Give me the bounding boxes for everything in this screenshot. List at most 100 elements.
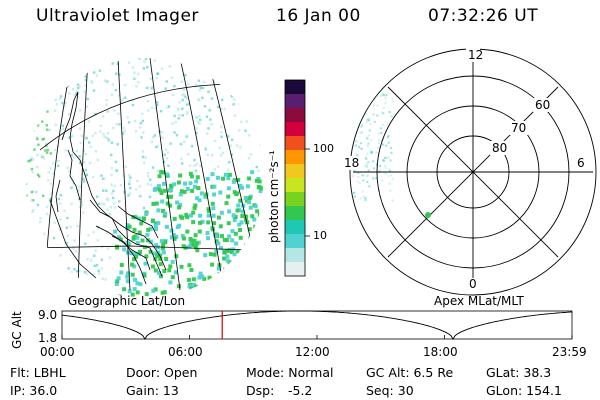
aurora-pixel	[180, 215, 185, 220]
aurora-pixel	[141, 119, 144, 123]
aurora-pixel	[131, 103, 135, 107]
polar-aurora-pixel	[368, 117, 371, 120]
polar-aurora-pixel	[356, 115, 359, 118]
aurora-pixel	[113, 229, 118, 234]
aurora-pixel	[234, 192, 239, 197]
aurora-pixel	[81, 282, 84, 286]
aurora-pixel	[213, 168, 216, 171]
aurora-pixel	[174, 254, 179, 259]
aurora-pixel	[142, 131, 145, 134]
aurora-pixel	[236, 177, 241, 182]
aurora-pixel	[255, 58, 258, 59]
aurora-pixel	[112, 202, 116, 205]
polar-aurora-pixel	[381, 179, 384, 182]
aurora-pixel	[113, 60, 116, 64]
aurora-pixel	[36, 124, 40, 127]
aurora-pixel	[162, 290, 167, 295]
aurora-pixel	[170, 259, 175, 264]
aurora-pixel	[156, 184, 161, 189]
aurora-pixel	[221, 176, 225, 181]
aurora-pixel	[115, 245, 120, 250]
aurora-pixel	[56, 271, 59, 275]
ip-info: IP: 36.0	[10, 383, 58, 398]
aurora-pixel	[42, 157, 46, 160]
aurora-pixel	[247, 227, 252, 232]
aurora-pixel	[94, 249, 97, 252]
aurora-pixel	[182, 92, 186, 96]
polar-aurora-pixel	[369, 123, 372, 125]
aurora-pixel	[100, 258, 104, 261]
aurora-pixel	[245, 184, 250, 189]
aurora-pixel	[42, 58, 45, 59]
aurora-pixel	[59, 254, 62, 257]
aurora-pixel	[184, 74, 187, 77]
aurora-pixel	[32, 257, 35, 260]
aurora-pixel	[54, 58, 58, 60]
aurora-pixel	[86, 105, 89, 108]
aurora-pixel	[195, 293, 200, 298]
aurora-pixel	[115, 279, 120, 284]
aurora-pixel	[49, 152, 52, 155]
aurora-pixel	[152, 251, 157, 256]
aurora-pixel	[195, 131, 198, 135]
aurora-pixel	[105, 189, 108, 192]
polar-aurora-pixel	[387, 156, 390, 159]
polar-aurora-pixel	[352, 175, 355, 178]
aurora-pixel	[41, 93, 44, 97]
aurora-pixel	[53, 221, 56, 224]
aurora-pixel	[155, 245, 160, 250]
aurora-pixel	[58, 97, 62, 100]
polar-aurora-pixel	[385, 156, 387, 159]
aurora-pixel	[114, 88, 117, 92]
aurora-pixel	[247, 286, 251, 291]
gc-alt-plot: 9.0 1.8 GC Alt	[10, 308, 573, 349]
aurora-pixel	[55, 103, 59, 106]
aurora-pixel	[238, 235, 243, 240]
aurora-pixel	[36, 137, 39, 141]
aurora-pixel	[66, 216, 69, 220]
aurora-pixel	[162, 181, 166, 186]
aurora-pixel	[45, 144, 48, 147]
aurora-pixel	[204, 192, 209, 197]
aurora-pixel	[228, 247, 232, 252]
aurora-pixel	[197, 79, 201, 82]
aurora-pixel	[43, 263, 46, 266]
aurora-pixel	[142, 206, 146, 210]
aurora-pixel	[179, 60, 182, 63]
gc-alt-ytick-min: 1.8	[38, 331, 57, 345]
aurora-pixel	[124, 165, 127, 168]
aurora-pixel	[247, 269, 252, 274]
aurora-pixel	[223, 107, 226, 111]
aurora-pixel	[76, 64, 79, 67]
aurora-pixel	[70, 186, 73, 189]
aurora-pixel	[62, 58, 65, 62]
aurora-pixel	[38, 243, 41, 246]
polar-aurora-pixel	[364, 97, 367, 99]
aurora-pixel	[181, 162, 184, 165]
aurora-pixel	[65, 241, 69, 245]
aurora-pixel	[33, 103, 36, 106]
aurora-pixel	[222, 237, 227, 242]
aurora-pixel	[177, 284, 181, 289]
aurora-pixel	[135, 241, 140, 245]
aurora-pixel	[244, 214, 248, 219]
aurora-pixel	[166, 106, 169, 109]
aurora-pixel	[129, 176, 132, 179]
polar-aurora-pixel	[385, 167, 388, 170]
aurora-pixel	[122, 247, 127, 252]
aurora-pixel	[244, 129, 247, 132]
aurora-pixel	[84, 78, 88, 82]
aurora-pixel	[211, 206, 216, 211]
aurora-pixel	[227, 135, 230, 138]
aurora-pixel	[191, 210, 196, 215]
polar-aurora-pixel	[357, 171, 360, 174]
aurora-pixel	[118, 200, 121, 203]
aurora-pixel	[73, 156, 76, 159]
aurora-pixel	[239, 220, 244, 225]
aurora-pixel	[208, 109, 211, 112]
aurora-pixel	[169, 194, 173, 199]
aurora-pixel	[148, 226, 153, 231]
aurora-pixel	[106, 197, 109, 200]
polar-aurora-pixel	[364, 157, 367, 160]
aurora-pixel	[232, 218, 237, 223]
